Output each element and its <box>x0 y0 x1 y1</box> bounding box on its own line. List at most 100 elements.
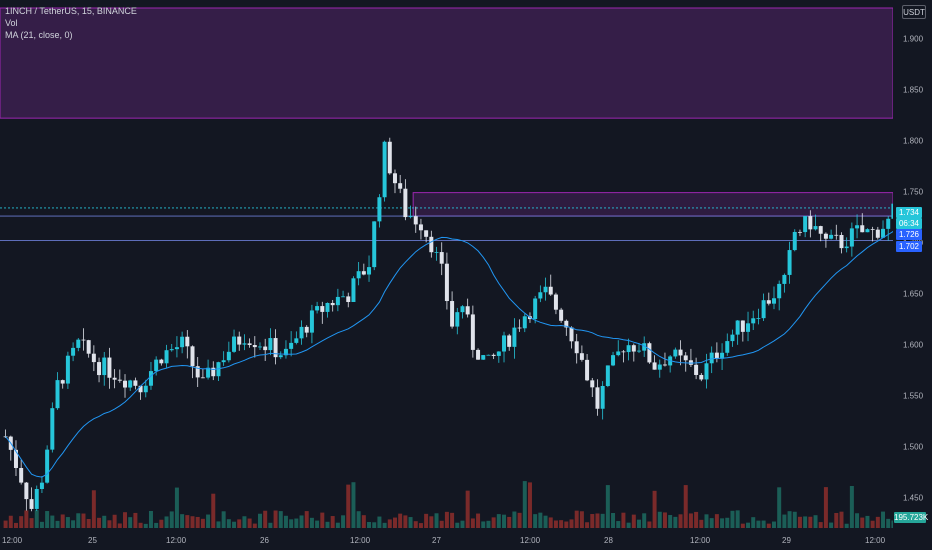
volume-bar <box>356 511 361 528</box>
volume-bar <box>787 511 792 528</box>
time-tick-label: 27 <box>432 536 441 545</box>
time-tick-label: 12:00 <box>350 536 371 545</box>
volume-bar <box>709 518 714 528</box>
candle-body <box>496 351 501 356</box>
volume-bar <box>465 490 470 528</box>
candle-body <box>652 362 657 370</box>
volume-bar <box>226 519 231 528</box>
volume-bar <box>424 513 429 528</box>
volume-bar <box>97 517 102 528</box>
price-tick-label: 1.600 <box>903 341 924 350</box>
volume-bar <box>154 522 159 528</box>
volume-bar <box>444 511 449 528</box>
candle-body <box>50 408 55 450</box>
candle-body <box>465 306 470 315</box>
volume-bar <box>91 490 96 528</box>
candle-body <box>600 385 605 409</box>
candle-body <box>65 355 70 384</box>
candle-body <box>564 320 569 328</box>
candle-body <box>720 352 725 359</box>
candle-body <box>626 345 631 353</box>
candle-body <box>813 226 818 230</box>
candle-body <box>299 326 304 339</box>
candle-body <box>579 353 584 360</box>
candle-body <box>621 351 626 353</box>
candle-body <box>533 298 538 320</box>
volume-bar <box>642 513 647 528</box>
candle-body <box>865 229 870 233</box>
volume-bar <box>315 520 320 528</box>
candle-body <box>154 359 159 372</box>
ma-path <box>5 230 894 478</box>
price-tag-b: 1.726 <box>896 229 922 240</box>
volume-bar <box>823 487 828 528</box>
volume-bar <box>756 520 761 528</box>
candle-body <box>24 482 29 500</box>
candle-body <box>232 336 237 352</box>
candle-body <box>398 183 403 189</box>
volume-bar <box>829 522 834 528</box>
candle-body <box>875 229 880 238</box>
volume-bar <box>34 510 39 528</box>
candle-body <box>34 488 39 509</box>
price-tick-label: 1.550 <box>903 392 924 401</box>
candle-body <box>195 366 200 378</box>
candle-body <box>637 350 641 352</box>
volume-bars <box>3 481 896 528</box>
volume-bar <box>418 523 423 528</box>
candle-body <box>29 499 34 509</box>
candle-body <box>818 226 823 234</box>
time-axis[interactable]: 12:00 25 12:00 26 12:00 27 12:00 28 12:00 29 12:00 <box>0 528 932 550</box>
time-tick-label: 12:00 <box>520 536 541 545</box>
candle-body <box>766 300 771 304</box>
symbol-label[interactable]: 1INCH / TetherUS, 15, BINANCE <box>5 6 137 16</box>
volume-bar <box>579 511 584 528</box>
candle-body <box>304 326 309 333</box>
candle-body <box>647 343 652 363</box>
candle-body <box>418 224 423 231</box>
grid <box>0 207 893 241</box>
candle-body <box>538 292 543 299</box>
volume-bar <box>335 522 340 528</box>
volume-bar <box>600 513 605 528</box>
volume-bar <box>740 523 745 528</box>
volume-bar <box>564 521 569 528</box>
volume-bar <box>148 510 153 528</box>
volume-bar <box>320 512 325 528</box>
candle-body <box>735 320 740 335</box>
volume-bar <box>605 485 610 528</box>
candle-body <box>740 320 745 332</box>
candle-body <box>247 343 252 346</box>
currency-button[interactable]: USDT <box>902 5 926 19</box>
price-tick-label: 1.650 <box>903 290 924 299</box>
volume-bar <box>792 511 797 528</box>
volume-bar <box>377 516 382 528</box>
volume-bar <box>45 511 50 528</box>
price-axis[interactable]: 1.4501.5001.5501.6001.6501.7001.7501.800… <box>893 0 932 550</box>
candle-body <box>356 271 361 279</box>
candle-body <box>159 359 164 364</box>
candle-body <box>39 482 44 489</box>
candle-body <box>553 294 558 310</box>
volume-bar <box>143 523 148 528</box>
candle-body <box>221 360 226 363</box>
candle-body <box>325 302 330 312</box>
candle-body <box>444 263 449 302</box>
volume-bar <box>611 512 616 528</box>
candle-body <box>211 367 216 377</box>
candle-body <box>860 225 865 233</box>
volume-bar <box>797 516 802 528</box>
candle-body <box>372 221 377 268</box>
countdown-tag: 06:34 <box>896 218 922 229</box>
volume-bar <box>268 522 273 528</box>
candle-body <box>424 230 429 237</box>
candle-body <box>148 371 153 386</box>
volume-bar <box>278 511 283 528</box>
volume-indicator-label[interactable]: Vol <box>5 18 18 28</box>
candle-body <box>258 346 262 348</box>
candle-body <box>797 231 802 233</box>
volume-bar <box>117 523 122 528</box>
ma-indicator-label[interactable]: MA (21, close, 0) <box>5 30 73 40</box>
volume-bar <box>361 515 366 528</box>
